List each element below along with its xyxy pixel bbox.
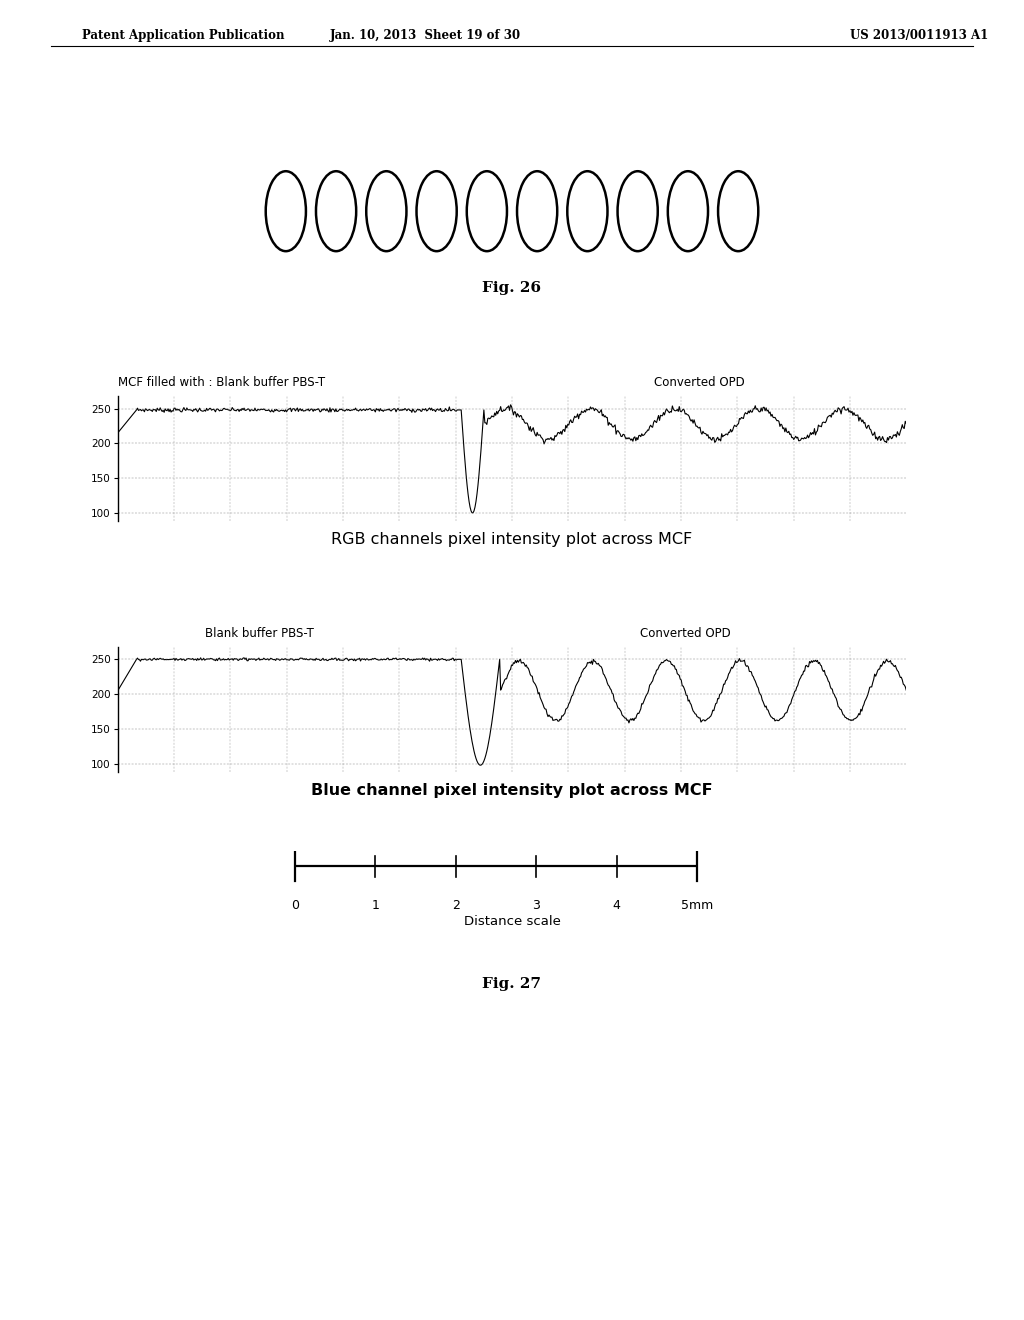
Text: Fig. 26: Fig. 26: [482, 281, 542, 296]
Text: Blank buffer PBS-T: Blank buffer PBS-T: [205, 627, 314, 640]
Ellipse shape: [617, 172, 657, 251]
Text: Converted OPD: Converted OPD: [640, 627, 731, 640]
Ellipse shape: [367, 172, 407, 251]
Text: 0: 0: [291, 899, 299, 912]
Text: 5mm: 5mm: [681, 899, 713, 912]
Text: Converted OPD: Converted OPD: [654, 376, 744, 389]
Text: MCF filled with : Blank buffer PBS-T: MCF filled with : Blank buffer PBS-T: [118, 376, 325, 389]
Text: 3: 3: [532, 899, 540, 912]
Text: Jan. 10, 2013  Sheet 19 of 30: Jan. 10, 2013 Sheet 19 of 30: [330, 29, 520, 42]
Text: Distance scale: Distance scale: [464, 915, 560, 928]
Ellipse shape: [316, 172, 356, 251]
Text: US 2013/0011913 A1: US 2013/0011913 A1: [850, 29, 988, 42]
Text: 1: 1: [372, 899, 379, 912]
Ellipse shape: [567, 172, 607, 251]
Ellipse shape: [718, 172, 759, 251]
Text: Fig. 27: Fig. 27: [482, 977, 542, 991]
Text: RGB channels pixel intensity plot across MCF: RGB channels pixel intensity plot across…: [332, 532, 692, 546]
FancyBboxPatch shape: [227, 143, 797, 280]
Ellipse shape: [417, 172, 457, 251]
Ellipse shape: [668, 172, 708, 251]
Text: Patent Application Publication: Patent Application Publication: [82, 29, 285, 42]
Ellipse shape: [265, 172, 306, 251]
Text: 4: 4: [612, 899, 621, 912]
Ellipse shape: [517, 172, 557, 251]
Ellipse shape: [467, 172, 507, 251]
Text: Blue channel pixel intensity plot across MCF: Blue channel pixel intensity plot across…: [311, 783, 713, 797]
Text: 2: 2: [452, 899, 460, 912]
